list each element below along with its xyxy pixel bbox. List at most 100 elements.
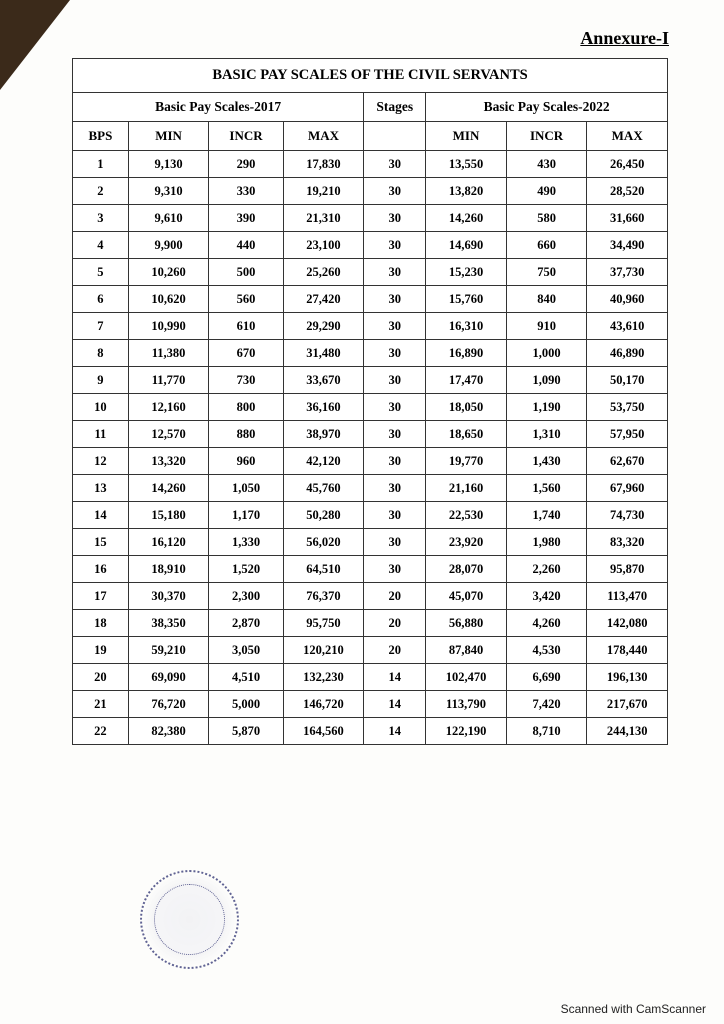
table-cell: 120,210 (283, 637, 364, 664)
table-cell: 7,420 (506, 691, 587, 718)
table-cell: 910 (506, 313, 587, 340)
pay-scale-table: BASIC PAY SCALES OF THE CIVIL SERVANTS B… (72, 58, 668, 745)
table-cell: 10 (73, 394, 129, 421)
hdr-stages (364, 122, 426, 151)
table-row: 1112,57088038,9703018,6501,31057,950 (73, 421, 668, 448)
table-cell: 17,470 (426, 367, 507, 394)
group-2022: Basic Pay Scales-2022 (426, 93, 668, 122)
table-cell: 1 (73, 151, 129, 178)
table-cell: 74,730 (587, 502, 668, 529)
table-cell: 2 (73, 178, 129, 205)
table-row: 1415,1801,17050,2803022,5301,74074,730 (73, 502, 668, 529)
hdr-bps: BPS (73, 122, 129, 151)
table-row: 1516,1201,33056,0203023,9201,98083,320 (73, 529, 668, 556)
table-row: 610,62056027,4203015,76084040,960 (73, 286, 668, 313)
table-group-row: Basic Pay Scales-2017 Stages Basic Pay S… (73, 93, 668, 122)
table-cell: 28,520 (587, 178, 668, 205)
table-cell: 16,310 (426, 313, 507, 340)
table-cell: 18,050 (426, 394, 507, 421)
table-cell: 31,480 (283, 340, 364, 367)
table-row: 1314,2601,05045,7603021,1601,56067,960 (73, 475, 668, 502)
table-cell: 16,890 (426, 340, 507, 367)
table-cell: 27,420 (283, 286, 364, 313)
table-cell: 18 (73, 610, 129, 637)
table-cell: 64,510 (283, 556, 364, 583)
table-cell: 30 (364, 151, 426, 178)
table-cell: 750 (506, 259, 587, 286)
table-cell: 22 (73, 718, 129, 745)
table-cell: 13,820 (426, 178, 507, 205)
table-cell: 2,300 (209, 583, 283, 610)
table-row: 2069,0904,510132,23014102,4706,690196,13… (73, 664, 668, 691)
hdr-incr1: INCR (209, 122, 283, 151)
table-row: 1959,2103,050120,2102087,8404,530178,440 (73, 637, 668, 664)
table-row: 1012,16080036,1603018,0501,19053,750 (73, 394, 668, 421)
table-row: 49,90044023,1003014,69066034,490 (73, 232, 668, 259)
table-cell: 196,130 (587, 664, 668, 691)
table-cell: 30 (364, 502, 426, 529)
table-cell: 440 (209, 232, 283, 259)
table-row: 19,13029017,8303013,55043026,450 (73, 151, 668, 178)
page-corner-fold (0, 0, 70, 90)
table-cell: 580 (506, 205, 587, 232)
table-cell: 1,050 (209, 475, 283, 502)
table-cell: 10,620 (128, 286, 209, 313)
table-cell: 430 (506, 151, 587, 178)
table-cell: 142,080 (587, 610, 668, 637)
table-row: 1618,9101,52064,5103028,0702,26095,870 (73, 556, 668, 583)
table-cell: 14 (364, 664, 426, 691)
table-cell: 2,870 (209, 610, 283, 637)
table-cell: 83,320 (587, 529, 668, 556)
table-cell: 20 (73, 664, 129, 691)
table-cell: 56,020 (283, 529, 364, 556)
table-row: 911,77073033,6703017,4701,09050,170 (73, 367, 668, 394)
table-cell: 21 (73, 691, 129, 718)
table-cell: 28,070 (426, 556, 507, 583)
table-cell: 30 (364, 448, 426, 475)
table-cell: 330 (209, 178, 283, 205)
table-cell: 20 (364, 637, 426, 664)
group-stages: Stages (364, 93, 426, 122)
pay-scale-table-container: BASIC PAY SCALES OF THE CIVIL SERVANTS B… (72, 58, 668, 745)
table-row: 29,31033019,2103013,82049028,520 (73, 178, 668, 205)
table-cell: 290 (209, 151, 283, 178)
table-cell: 45,070 (426, 583, 507, 610)
hdr-incr2: INCR (506, 122, 587, 151)
table-cell: 11 (73, 421, 129, 448)
table-cell: 1,170 (209, 502, 283, 529)
table-cell: 16 (73, 556, 129, 583)
table-cell: 23,100 (283, 232, 364, 259)
table-cell: 13 (73, 475, 129, 502)
table-cell: 11,770 (128, 367, 209, 394)
table-cell: 30 (364, 232, 426, 259)
table-cell: 14 (73, 502, 129, 529)
table-cell: 10,990 (128, 313, 209, 340)
table-cell: 30 (364, 313, 426, 340)
table-cell: 43,610 (587, 313, 668, 340)
annexure-label: Annexure-I (580, 28, 669, 49)
table-cell: 9,900 (128, 232, 209, 259)
table-cell: 18,910 (128, 556, 209, 583)
table-cell: 30 (364, 367, 426, 394)
table-row: 39,61039021,3103014,26058031,660 (73, 205, 668, 232)
table-cell: 40,960 (587, 286, 668, 313)
table-cell: 660 (506, 232, 587, 259)
table-cell: 30 (364, 286, 426, 313)
table-cell: 21,160 (426, 475, 507, 502)
table-cell: 95,870 (587, 556, 668, 583)
table-cell: 4,260 (506, 610, 587, 637)
table-cell: 42,120 (283, 448, 364, 475)
table-cell: 22,530 (426, 502, 507, 529)
table-cell: 670 (209, 340, 283, 367)
table-cell: 20 (364, 583, 426, 610)
table-cell: 9 (73, 367, 129, 394)
table-cell: 1,980 (506, 529, 587, 556)
table-cell: 560 (209, 286, 283, 313)
table-cell: 164,560 (283, 718, 364, 745)
table-cell: 8,710 (506, 718, 587, 745)
hdr-min1: MIN (128, 122, 209, 151)
table-cell: 15 (73, 529, 129, 556)
table-cell: 490 (506, 178, 587, 205)
table-cell: 1,090 (506, 367, 587, 394)
table-cell: 9,130 (128, 151, 209, 178)
